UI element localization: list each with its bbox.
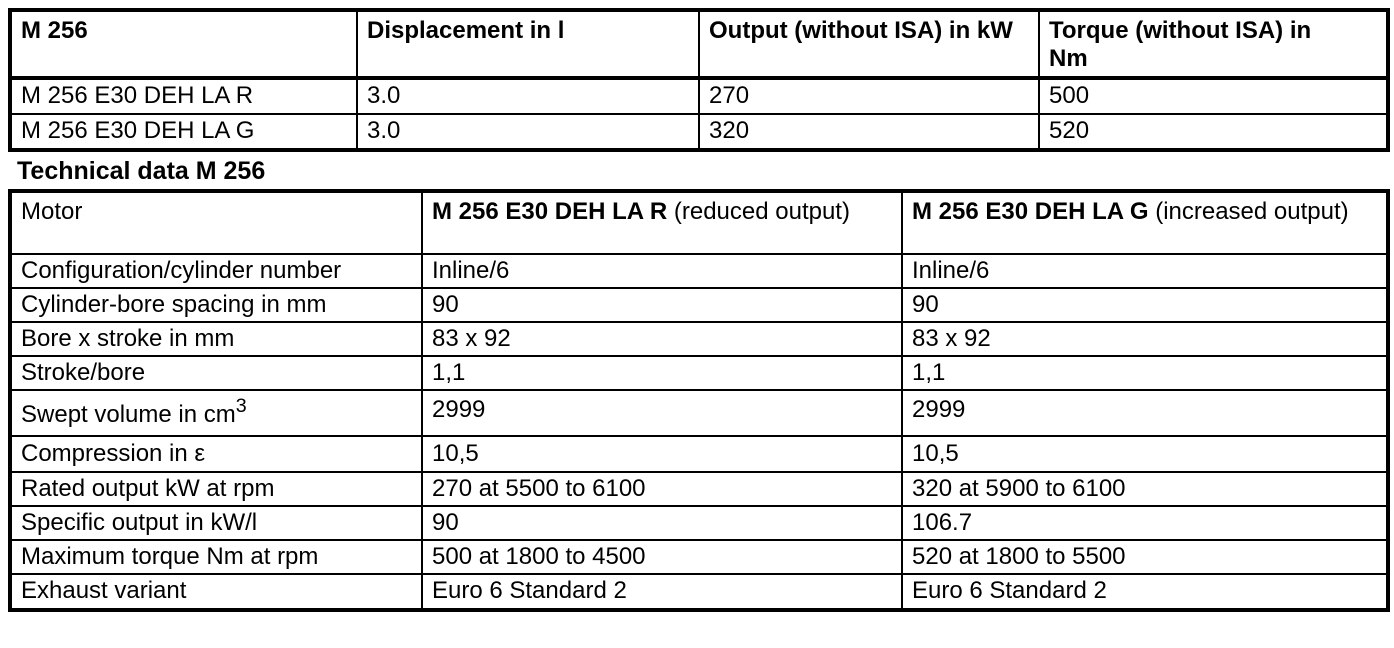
tech-cell-g: Euro 6 Standard 2 [901, 573, 1389, 611]
tech-row-label: Maximum torque Nm at rpm [9, 539, 423, 575]
tech-row-label: Cylinder-bore spacing in mm [9, 287, 423, 323]
tech-cell-r: 10,5 [421, 435, 903, 473]
summary-model-cell: M 256 E30 DEH LA R [9, 77, 358, 115]
summary-header-displacement: Displacement in l [356, 9, 700, 80]
tech-row-label: Swept volume in cm3 [9, 389, 423, 437]
tech-row-swept-volume: Swept volume in cm3 2999 2999 [9, 389, 1389, 437]
tech-header-variant-g: M 256 E30 DEH LA G (increased output) [901, 190, 1389, 255]
tech-row-max-torque: Maximum torque Nm at rpm 500 at 1800 to … [9, 539, 1389, 575]
tech-header-variant-r: M 256 E30 DEH LA R (reduced output) [421, 190, 903, 255]
summary-row-g: M 256 E30 DEH LA G 3.0 320 520 [9, 113, 1389, 151]
section-title: Technical data M 256 [17, 157, 266, 185]
tech-row-label: Specific output in kW/l [9, 505, 423, 541]
tech-cell-r: 90 [421, 505, 903, 541]
tech-row-label: Compression in ε [9, 435, 423, 473]
tech-header-motor: Motor [9, 190, 423, 255]
tech-cell-r: 500 at 1800 to 4500 [421, 539, 903, 575]
summary-output-cell: 320 [698, 113, 1040, 151]
summary-displacement-cell: 3.0 [356, 113, 700, 151]
tech-row-specific-output: Specific output in kW/l 90 106.7 [9, 505, 1389, 541]
tech-cell-g: 106.7 [901, 505, 1389, 541]
tech-cell-g: 90 [901, 287, 1389, 323]
tech-cell-g: Inline/6 [901, 253, 1389, 289]
tech-cell-r: Inline/6 [421, 253, 903, 289]
tech-row-label: Exhaust variant [9, 573, 423, 611]
tech-cell-g: 10,5 [901, 435, 1389, 473]
tech-row-label: Stroke/bore [9, 355, 423, 391]
swept-volume-label: Swept volume in cm [21, 400, 236, 428]
variant-note: (increased output) [1148, 198, 1349, 225]
tech-row-stroke-bore: Stroke/bore 1,1 1,1 [9, 355, 1389, 391]
tech-cell-r: 1,1 [421, 355, 903, 391]
technical-data-table: Motor M 256 E30 DEH LA R (reduced output… [8, 189, 1390, 612]
tech-cell-r: 90 [421, 287, 903, 323]
summary-torque-cell: 500 [1038, 77, 1389, 115]
tech-row-configuration: Configuration/cylinder number Inline/6 I… [9, 253, 1389, 289]
engine-summary-table: M 256 Displacement in l Output (without … [8, 8, 1390, 152]
summary-header-model: M 256 [9, 9, 358, 80]
tech-cell-r: Euro 6 Standard 2 [421, 573, 903, 611]
summary-header-torque: Torque (without ISA) in Nm [1038, 9, 1389, 80]
tech-row-label: Rated output kW at rpm [9, 471, 423, 507]
tech-cell-r: 2999 [421, 389, 903, 437]
tech-row-bore-stroke: Bore x stroke in mm 83 x 92 83 x 92 [9, 321, 1389, 357]
summary-row-r: M 256 E30 DEH LA R 3.0 270 500 [9, 77, 1389, 115]
tech-row-compression: Compression in ε 10,5 10,5 [9, 435, 1389, 473]
tech-header-row: Motor M 256 E30 DEH LA R (reduced output… [9, 190, 1389, 255]
tech-cell-g: 83 x 92 [901, 321, 1389, 357]
tech-row-exhaust-variant: Exhaust variant Euro 6 Standard 2 Euro 6… [9, 573, 1389, 611]
summary-model-cell: M 256 E30 DEH LA G [9, 113, 358, 151]
tech-cell-g: 520 at 1800 to 5500 [901, 539, 1389, 575]
tech-cell-g: 1,1 [901, 355, 1389, 391]
tech-cell-r: 270 at 5500 to 6100 [421, 471, 903, 507]
tech-cell-g: 320 at 5900 to 6100 [901, 471, 1389, 507]
variant-note: (reduced output) [667, 198, 850, 225]
summary-torque-cell: 520 [1038, 113, 1389, 151]
tech-cell-r: 83 x 92 [421, 321, 903, 357]
tech-cell-g: 2999 [901, 389, 1389, 437]
tech-row-bore-spacing: Cylinder-bore spacing in mm 90 90 [9, 287, 1389, 323]
tech-row-label: Bore x stroke in mm [9, 321, 423, 357]
summary-output-cell: 270 [698, 77, 1040, 115]
tech-row-label: Configuration/cylinder number [9, 253, 423, 289]
tech-row-rated-output: Rated output kW at rpm 270 at 5500 to 61… [9, 471, 1389, 507]
summary-header-output: Output (without ISA) in kW [698, 9, 1040, 80]
variant-name: M 256 E30 DEH LA R [432, 198, 668, 225]
superscript-3: 3 [235, 395, 247, 418]
summary-header-row: M 256 Displacement in l Output (without … [9, 9, 1389, 80]
summary-displacement-cell: 3.0 [356, 77, 700, 115]
variant-name: M 256 E30 DEH LA G [912, 198, 1149, 225]
